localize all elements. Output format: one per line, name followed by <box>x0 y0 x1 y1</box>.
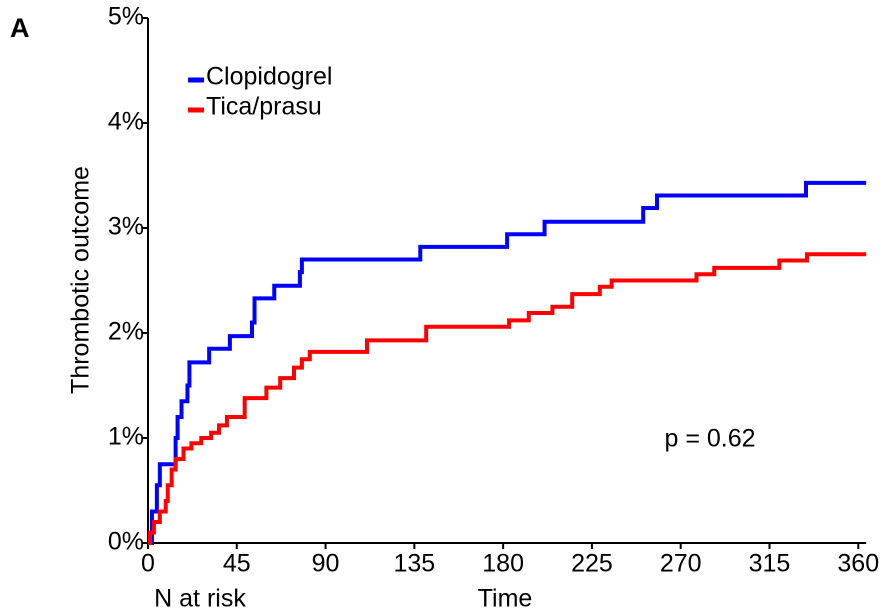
step-line <box>148 180 867 545</box>
y-tick-label: 1% <box>108 423 144 451</box>
x-tick-label: 360 <box>837 550 879 578</box>
annotation: p = 0.62 <box>664 425 755 453</box>
y-tick-label: 4% <box>108 108 144 136</box>
y-tick-label: 5% <box>108 3 144 31</box>
legend-label: Tica/prasu <box>206 93 322 121</box>
x-tick-label: 90 <box>312 550 340 578</box>
risk-label: N at risk <box>154 585 246 613</box>
x-tick-label: 45 <box>223 550 251 578</box>
step-line <box>147 252 867 545</box>
x-tick-label: 315 <box>749 550 791 578</box>
x-tick-label: 0 <box>141 550 155 578</box>
x-tick-label: 180 <box>482 550 524 578</box>
legend-label: Clopidogrel <box>206 63 332 91</box>
y-tick-label: 0% <box>108 528 144 556</box>
y-tick-label: 2% <box>108 318 144 346</box>
y-axis-label: Thrombotic outcome <box>67 166 95 394</box>
x-tick-label: 225 <box>571 550 613 578</box>
x-tick-label: 135 <box>393 550 435 578</box>
x-tick-label: 270 <box>660 550 702 578</box>
x-axis-label: Time <box>478 585 533 613</box>
y-tick-label: 3% <box>108 213 144 241</box>
panel-label: A <box>10 13 30 43</box>
